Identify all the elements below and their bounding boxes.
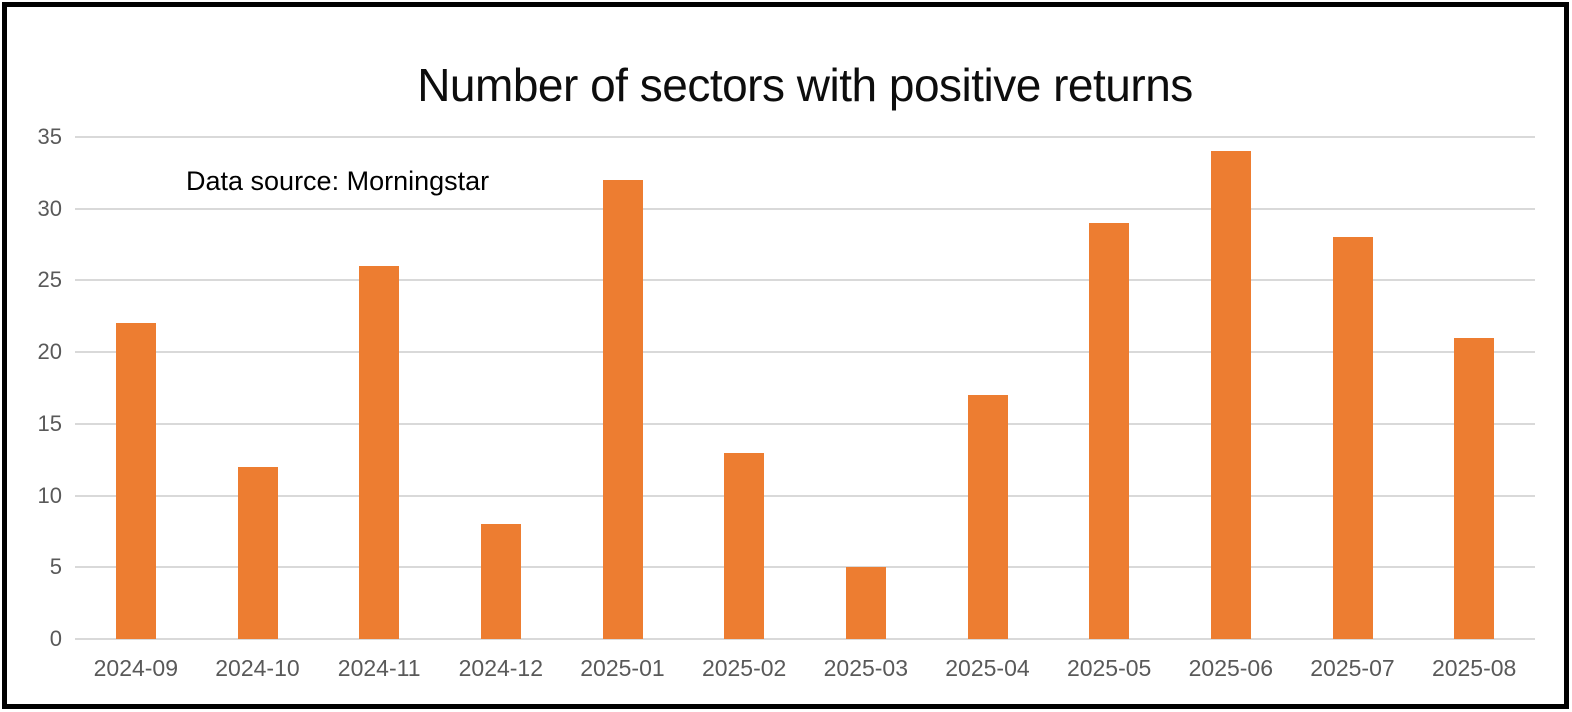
gridline-y-0 xyxy=(75,638,1535,640)
x-axis-label-2024-12: 2024-12 xyxy=(458,655,544,681)
x-axis-label-2024-10: 2024-10 xyxy=(215,655,300,681)
x-axis-label-2025-03: 2025-03 xyxy=(823,655,909,681)
y-axis-label-5: 5 xyxy=(49,554,62,580)
x-axis-label-2024-11: 2024-11 xyxy=(337,655,421,681)
y-axis-label-10: 10 xyxy=(37,482,62,508)
y-axis-label-20: 20 xyxy=(37,339,62,365)
bar-2025-01 xyxy=(602,180,643,639)
bar-2024-11 xyxy=(359,266,400,639)
x-axis-label-2025-02: 2025-02 xyxy=(701,655,787,681)
bar-2025-03 xyxy=(845,567,886,639)
bar-2025-04 xyxy=(967,395,1008,639)
gridline-y-35 xyxy=(75,136,1535,138)
bar-2025-07 xyxy=(1332,237,1373,639)
gridline-y-10 xyxy=(75,494,1535,497)
gridline-y-30 xyxy=(75,207,1535,210)
gridline-y-5 xyxy=(75,566,1535,569)
data-source-annotation: Data source: Morningstar xyxy=(186,166,490,196)
x-axis-label-2025-04: 2025-04 xyxy=(945,655,1030,681)
y-axis-label-35: 35 xyxy=(37,124,62,149)
bar-2024-09 xyxy=(115,323,156,639)
gridline-y-15 xyxy=(75,422,1535,425)
y-axis-label-30: 30 xyxy=(37,195,62,221)
y-axis-label-0: 0 xyxy=(49,626,62,651)
x-axis-label-2024-09: 2024-09 xyxy=(93,655,179,681)
bar-2025-08 xyxy=(1454,337,1495,639)
x-axis-label-2025-07: 2025-07 xyxy=(1310,655,1395,681)
chart-title: Number of sectors with positive returns xyxy=(417,59,1193,111)
bar-2024-10 xyxy=(237,466,278,639)
x-axis-label-2025-01: 2025-01 xyxy=(580,655,665,681)
bar-2025-05 xyxy=(1089,223,1130,639)
bar-2025-02 xyxy=(724,452,765,639)
gridline-y-20 xyxy=(75,351,1535,354)
bar-2024-12 xyxy=(480,524,521,639)
x-axis-label-2025-06: 2025-06 xyxy=(1188,655,1274,681)
y-axis-label-25: 25 xyxy=(37,267,62,293)
plot-area xyxy=(75,136,1535,640)
x-axis-label-2025-08: 2025-08 xyxy=(1431,655,1517,681)
bar-2025-06 xyxy=(1210,151,1251,639)
y-axis-label-15: 15 xyxy=(37,410,62,436)
gridline-y-25 xyxy=(75,279,1535,282)
x-axis-label-2025-05: 2025-05 xyxy=(1066,655,1152,681)
